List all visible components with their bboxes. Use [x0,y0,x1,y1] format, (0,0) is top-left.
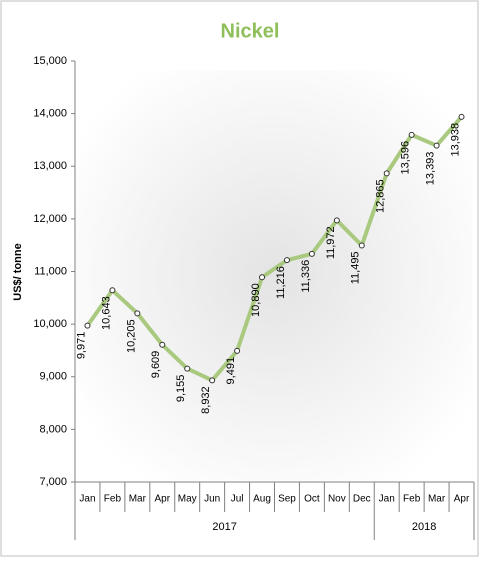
y-tick-label: 13,000 [33,160,67,172]
y-tick-label: 8,000 [39,423,67,435]
y-tick-label: 15,000 [33,55,67,67]
x-tick-label: Feb [403,494,421,505]
data-label: 9,155 [175,375,187,403]
data-label: 12,865 [375,179,387,213]
x-tick-label: Jan [79,494,95,505]
x-tick-label: Oct [304,494,320,505]
data-label: 13,596 [400,141,412,175]
point [358,242,365,249]
data-label: 8,932 [200,386,212,414]
point [109,287,116,294]
point [433,142,440,149]
x-tick-label: Apr [155,494,171,505]
data-label: 11,972 [325,226,337,259]
data-label: 11,336 [300,260,312,293]
data-label: 9,971 [75,332,87,360]
data-label: 13,938 [449,123,461,157]
point [134,310,141,317]
x-tick-label: Mar [129,494,147,505]
point [408,131,415,138]
point [383,170,390,177]
x-tick-label: Mar [428,494,446,505]
x-tick-label: May [178,494,197,505]
group-label: 2018 [412,521,436,533]
point [333,217,340,224]
chart-title: Nickel [221,20,280,42]
line [85,115,464,383]
background-image [76,70,472,480]
data-label: 10,643 [100,296,112,330]
point [184,365,191,372]
point [283,257,290,264]
x-tick-label: Dec [353,494,371,505]
point [234,347,241,354]
point [308,250,315,257]
data-label: 11,495 [350,251,362,284]
data-label: 10,890 [250,283,262,317]
y-tick-label: 11,000 [34,265,67,277]
x-tick-label: Jan [379,494,395,505]
y-tick-label: 9,000 [39,371,67,383]
x-tick-label: Jul [231,494,244,505]
y-tick-label: 10,000 [33,318,67,330]
data-label: 10,205 [125,319,137,353]
y-tick-label: 14,000 [33,108,67,120]
point [84,322,91,329]
point [159,341,166,348]
data-label: 13,393 [425,152,437,186]
data-label: 11,216 [275,266,287,299]
point [458,113,465,120]
y-tick-label: 7,000 [39,476,67,488]
x-tick-label: Feb [104,494,122,505]
x-tick-label: Jun [204,494,220,505]
x-tick-label: Apr [454,494,470,505]
data-label: 9,491 [225,357,237,385]
group-label: 2017 [212,521,236,533]
point [259,274,266,281]
x-tick-label: Sep [278,494,296,505]
y-tick-label: 12,000 [33,213,67,225]
x-tick-label: Aug [253,494,271,505]
x-tick-label: Nov [328,494,346,505]
data-label: 9,609 [150,351,162,379]
y-axis-label: US$/ tonne [12,243,24,300]
point [209,377,216,384]
